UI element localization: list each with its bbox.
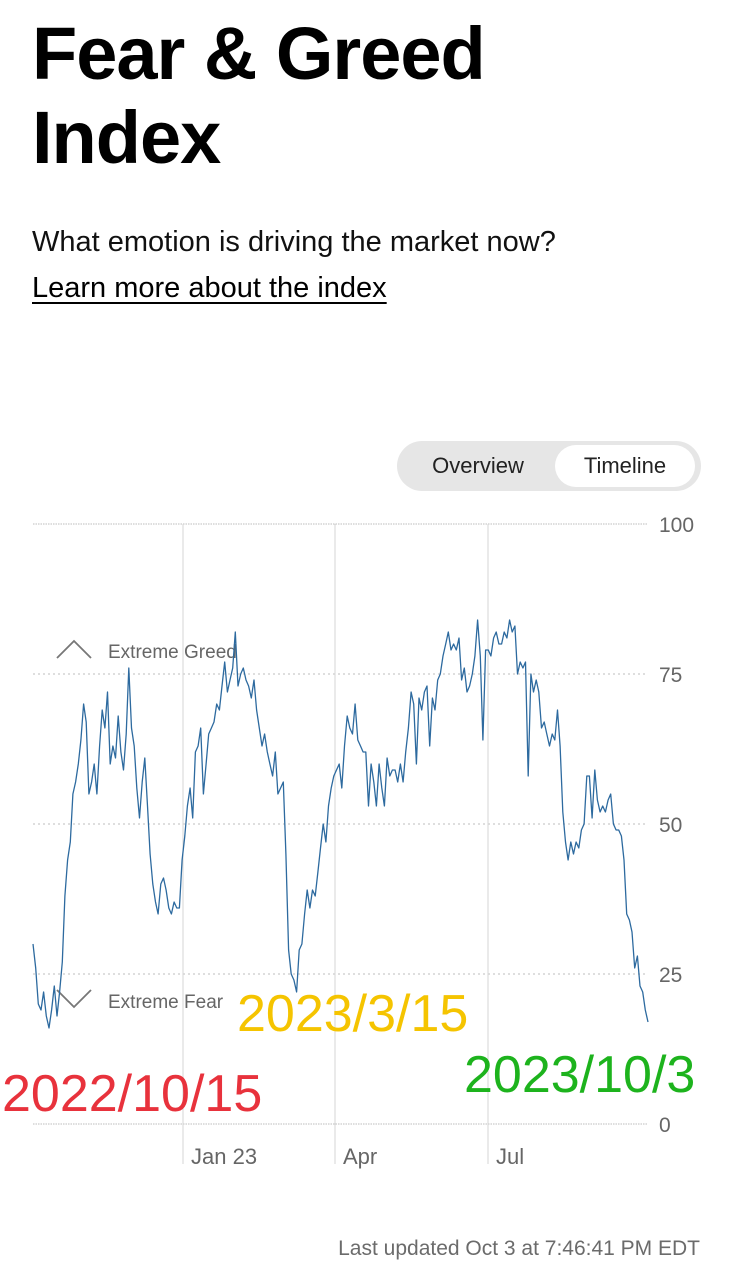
overview-tab[interactable]: Overview [432, 453, 524, 478]
page-title: Fear & Greed Index [32, 12, 486, 179]
y-tick-label: 25 [659, 964, 682, 987]
fear-greed-timeline-chart: 100 75 50 25 0 Jan 23 Apr Jul Extreme Greed Ext… [2, 514, 695, 1169]
view-toggle: Overview Timeline [397, 441, 701, 491]
extreme-greed-label: Extreme Greed [108, 642, 237, 663]
chevron-down-icon [56, 989, 92, 1009]
fear-greed-series-line [32, 619, 649, 1029]
x-tick-label: Jan 23 [191, 1144, 257, 1169]
annotation-mid-date: 2023/3/15 [237, 985, 468, 1043]
y-tick-label: 50 [659, 814, 682, 837]
x-tick-label: Apr [343, 1144, 377, 1169]
extreme-fear-label: Extreme Fear [108, 992, 224, 1013]
y-tick-label: 100 [659, 514, 694, 537]
page-subtitle: What emotion is driving the market now? [32, 226, 556, 258]
annotation-end-date: 2023/10/3 [464, 1046, 695, 1104]
annotation-start-date: 2022/10/15 [2, 1065, 262, 1123]
y-tick-label: 75 [659, 664, 682, 687]
x-tick-label: Jul [496, 1144, 524, 1169]
chevron-up-icon [56, 639, 92, 659]
learn-more-link[interactable]: Learn more about the index [32, 272, 387, 304]
last-updated-text: Last updated Oct 3 at 7:46:41 PM EDT [338, 1237, 700, 1260]
timeline-tab[interactable]: Timeline [555, 445, 695, 487]
y-tick-label: 0 [659, 1114, 671, 1137]
